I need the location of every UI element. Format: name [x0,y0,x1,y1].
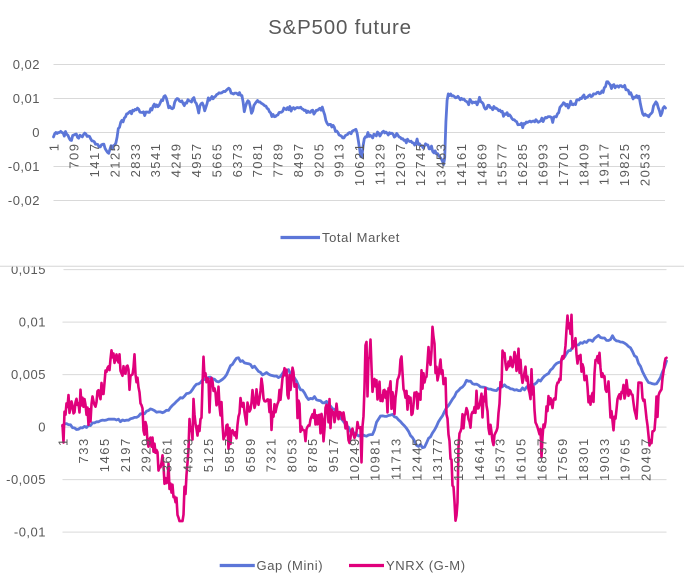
svg-text:15373: 15373 [493,437,508,481]
svg-text:Gap (Mini): Gap (Mini) [257,558,324,573]
svg-text:12445: 12445 [409,437,424,481]
svg-text:2197: 2197 [118,437,133,472]
svg-text:-0,005: -0,005 [6,472,46,487]
svg-text:17701: 17701 [556,143,571,187]
svg-text:19825: 19825 [617,143,632,187]
svg-text:19765: 19765 [618,437,633,481]
svg-text:10621: 10621 [352,143,367,187]
svg-text:0,005: 0,005 [11,367,46,382]
svg-text:0,02: 0,02 [13,57,40,72]
svg-text:16837: 16837 [534,437,549,481]
svg-text:4393: 4393 [180,437,195,472]
svg-text:20533: 20533 [637,143,652,187]
svg-text:14161: 14161 [454,143,469,187]
svg-text:16285: 16285 [515,143,530,187]
svg-text:13177: 13177 [430,437,445,481]
svg-text:1: 1 [46,143,61,152]
svg-text:13453: 13453 [434,143,449,187]
svg-text:733: 733 [76,437,91,463]
svg-text:16993: 16993 [536,143,551,187]
svg-text:7081: 7081 [250,143,265,178]
svg-text:18409: 18409 [576,143,591,187]
svg-text:5857: 5857 [222,437,237,472]
svg-text:0: 0 [32,125,40,140]
svg-text:7789: 7789 [271,143,286,178]
svg-text:9517: 9517 [326,437,341,472]
svg-text:2125: 2125 [108,143,123,178]
svg-text:1417: 1417 [87,143,102,178]
svg-text:6373: 6373 [230,143,245,178]
svg-text:4249: 4249 [169,143,184,178]
svg-text:18301: 18301 [576,437,591,481]
svg-text:8785: 8785 [305,437,320,472]
svg-text:10981: 10981 [368,437,383,481]
svg-text:12037: 12037 [393,143,408,187]
svg-text:2929: 2929 [139,437,154,472]
svg-text:4957: 4957 [189,143,204,178]
svg-text:0,01: 0,01 [19,315,46,330]
svg-text:0: 0 [38,420,46,435]
svg-text:5125: 5125 [201,437,216,472]
svg-text:-0,01: -0,01 [8,159,40,174]
svg-text:5665: 5665 [209,143,224,178]
svg-text:-0,02: -0,02 [8,193,40,208]
svg-text:17569: 17569 [555,437,570,481]
svg-text:0,01: 0,01 [13,91,40,106]
svg-text:3541: 3541 [148,143,163,178]
svg-text:12745: 12745 [413,143,428,187]
svg-text:14869: 14869 [474,143,489,187]
svg-text:S&P500 future: S&P500 future [268,16,412,39]
svg-text:20497: 20497 [639,437,654,481]
svg-text:8497: 8497 [291,143,306,178]
svg-text:-0,01: -0,01 [14,525,46,540]
svg-text:9913: 9913 [332,143,347,178]
svg-text:11329: 11329 [372,143,387,186]
svg-text:8053: 8053 [284,437,299,472]
svg-text:9205: 9205 [311,143,326,178]
svg-text:YNRX (G-M): YNRX (G-M) [386,558,466,573]
svg-text:6589: 6589 [243,437,258,472]
svg-text:709: 709 [67,143,82,169]
svg-text:14641: 14641 [472,437,487,481]
svg-text:2833: 2833 [128,143,143,178]
svg-text:1465: 1465 [97,437,112,472]
svg-text:19033: 19033 [597,437,612,481]
svg-text:10249: 10249 [347,437,362,481]
svg-text:Total Market: Total Market [322,230,400,245]
svg-text:7321: 7321 [264,437,279,472]
svg-text:19117: 19117 [597,143,612,186]
svg-text:16105: 16105 [514,437,529,481]
svg-text:1: 1 [55,437,70,446]
svg-text:15577: 15577 [495,143,510,187]
svg-text:13909: 13909 [451,437,466,481]
svg-text:3661: 3661 [159,437,174,472]
svg-text:11713: 11713 [389,437,404,480]
